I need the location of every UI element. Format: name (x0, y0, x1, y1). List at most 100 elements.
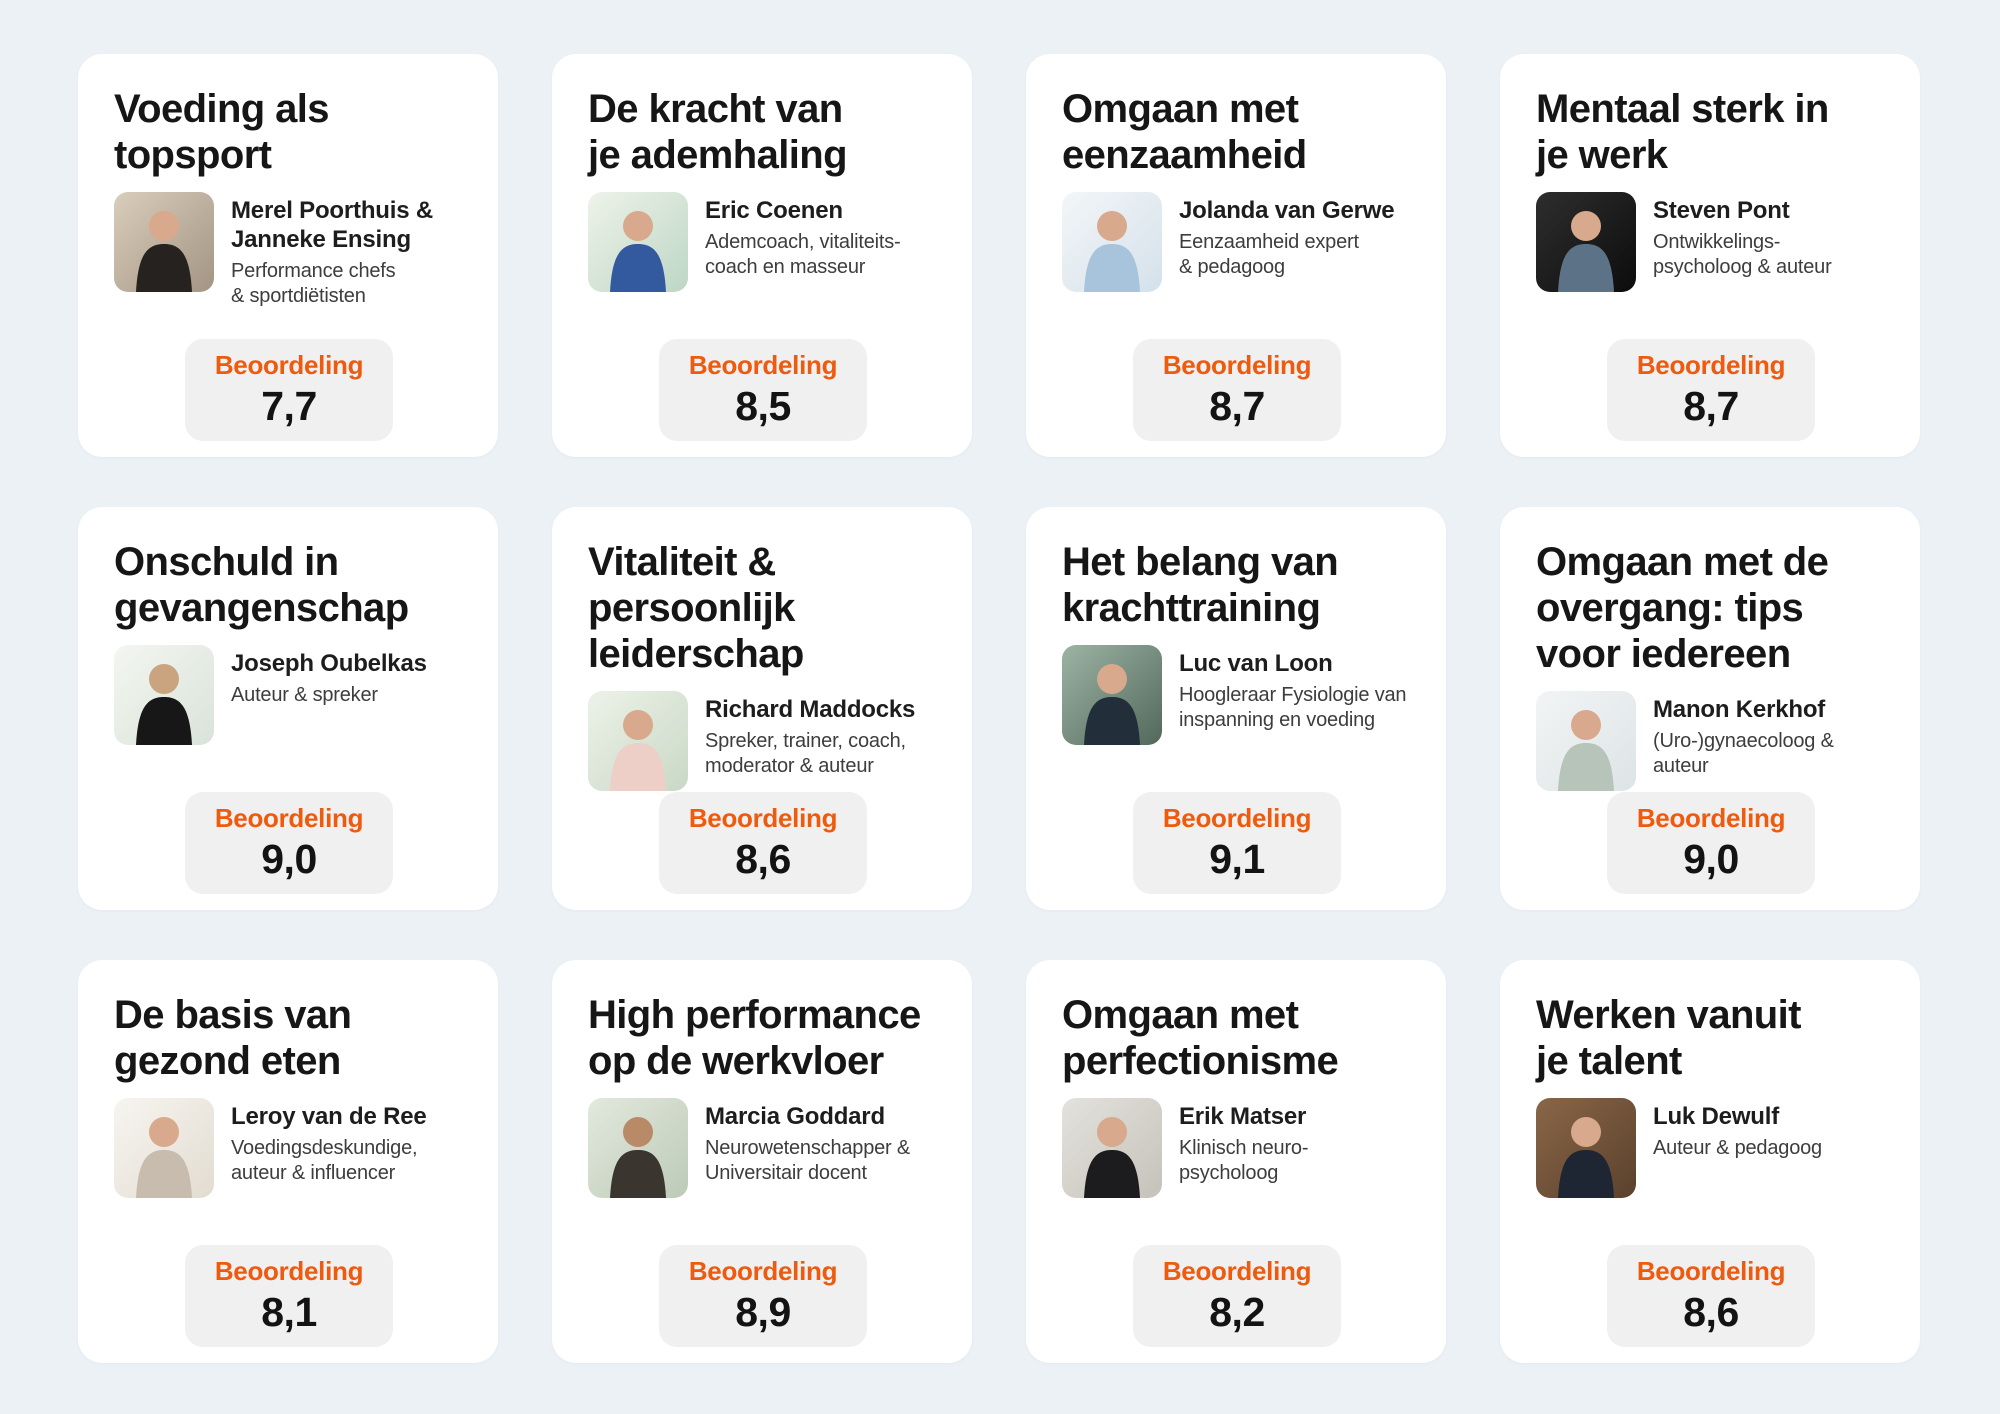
speaker-name: Steven Pont (1653, 197, 1790, 224)
rating-label: Beoordeling (1162, 350, 1312, 380)
masterclass-title: Omgaan met perfectionisme (1062, 993, 1339, 1083)
speaker-name: Eric Coenen (705, 197, 843, 224)
rating-badge: Beoordeling 9,0 (1606, 792, 1816, 894)
rating-value: 8,7 (1209, 383, 1265, 429)
masterclass-title: De basis van gezond eten (114, 993, 352, 1083)
rating-label: Beoordeling (1636, 803, 1786, 833)
rating-badge: Beoordeling 9,1 (1132, 792, 1342, 894)
speaker-role: Ontwikkelings- psycholoog & auteur (1653, 231, 1832, 278)
speaker-photo (588, 192, 688, 292)
speaker-row: Luk Dewulf Auteur & pedagoog (1536, 1098, 1886, 1198)
rating-label: Beoordeling (1636, 1256, 1786, 1286)
speaker-photo (114, 1098, 214, 1198)
rating-badge: Beoordeling 8,5 (658, 339, 868, 441)
rating-value: 9,0 (261, 836, 317, 882)
speaker-row: Luc van Loon Hoogleraar Fysiologie van i… (1062, 645, 1412, 745)
rating-value: 9,0 (1683, 836, 1739, 882)
rating-value: 8,1 (261, 1289, 317, 1335)
speaker-role: Neurowetenschapper & Universitair docent (705, 1137, 911, 1184)
rating-value: 8,2 (1209, 1289, 1265, 1335)
speaker-role: Performance chefs & sportdiëtisten (231, 260, 396, 307)
speaker-name: Merel Poorthuis & Janneke Ensing (231, 197, 433, 253)
speaker-row: Jolanda van Gerwe Eenzaamheid expert & p… (1062, 192, 1412, 292)
speaker-row: Steven Pont Ontwikkelings- psycholoog & … (1536, 192, 1886, 292)
speaker-row: Merel Poorthuis & Janneke Ensing Perform… (114, 192, 464, 309)
masterclass-card-kracht-van-ademhaling[interactable]: De kracht van je ademhaling Eric Coenen … (552, 54, 972, 457)
speaker-name: Richard Maddocks (705, 696, 916, 723)
masterclass-title: De kracht van je ademhaling (588, 87, 848, 177)
rating-value: 8,6 (1683, 1289, 1739, 1335)
rating-label: Beoordeling (214, 350, 364, 380)
rating-label: Beoordeling (214, 803, 364, 833)
speaker-name: Leroy van de Ree (231, 1103, 427, 1130)
rating-badge: Beoordeling 8,6 (1606, 1245, 1816, 1347)
speaker-role: Ademcoach, vitaliteits- coach en masseur (705, 231, 901, 278)
rating-label: Beoordeling (688, 1256, 838, 1286)
masterclass-card-vitaliteit-persoonlijk-leiderschap[interactable]: Vitaliteit & persoonlijk leiderschap Ric… (552, 507, 972, 910)
speaker-photo (588, 1098, 688, 1198)
rating-value: 8,7 (1683, 383, 1739, 429)
rating-label: Beoordeling (688, 350, 838, 380)
speaker-name: Jolanda van Gerwe (1179, 197, 1395, 224)
masterclass-card-belang-van-krachttraining[interactable]: Het belang van krachttraining Luc van Lo… (1026, 507, 1446, 910)
masterclass-card-mentaal-sterk-in-je-werk[interactable]: Mentaal sterk in je werk Steven Pont Ont… (1500, 54, 1920, 457)
speaker-row: Eric Coenen Ademcoach, vitaliteits- coac… (588, 192, 938, 292)
rating-value: 9,1 (1209, 836, 1265, 882)
rating-value: 8,5 (735, 383, 791, 429)
masterclass-title: Omgaan met eenzaamheid (1062, 87, 1307, 177)
rating-badge: Beoordeling 8,6 (658, 792, 868, 894)
rating-label: Beoordeling (1636, 350, 1786, 380)
masterclass-card-basis-van-gezond-eten[interactable]: De basis van gezond eten Leroy van de Re… (78, 960, 498, 1363)
rating-badge: Beoordeling 8,7 (1606, 339, 1816, 441)
masterclass-title: Voeding als topsport (114, 87, 330, 177)
rating-value: 8,6 (735, 836, 791, 882)
speaker-name: Manon Kerkhof (1653, 696, 1826, 723)
speaker-photo (588, 691, 688, 791)
masterclass-card-werken-vanuit-je-talent[interactable]: Werken vanuit je talent Luk Dewulf Auteu… (1500, 960, 1920, 1363)
speaker-row: Marcia Goddard Neurowetenschapper & Univ… (588, 1098, 938, 1198)
masterclass-title: Mentaal sterk in je werk (1536, 87, 1829, 177)
speaker-role: (Uro-)gynaecoloog & auteur (1653, 730, 1834, 777)
masterclass-card-omgaan-met-de-overgang[interactable]: Omgaan met de overgang: tips voor iedere… (1500, 507, 1920, 910)
masterclass-card-onschuld-in-gevangenschap[interactable]: Onschuld in gevangenschap Joseph Oubelka… (78, 507, 498, 910)
speaker-name: Joseph Oubelkas (231, 650, 427, 677)
rating-label: Beoordeling (688, 803, 838, 833)
masterclass-title: Omgaan met de overgang: tips voor iedere… (1536, 540, 1829, 676)
speaker-photo (114, 645, 214, 745)
rating-badge: Beoordeling 8,1 (184, 1245, 394, 1347)
speaker-photo (1062, 1098, 1162, 1198)
speaker-row: Leroy van de Ree Voedingsdeskundige, aut… (114, 1098, 464, 1198)
rating-badge: Beoordeling 9,0 (184, 792, 394, 894)
masterclass-title: Onschuld in gevangenschap (114, 540, 409, 630)
rating-label: Beoordeling (214, 1256, 364, 1286)
speaker-name: Marcia Goddard (705, 1103, 885, 1130)
rating-label: Beoordeling (1162, 803, 1312, 833)
speaker-name: Erik Matser (1179, 1103, 1307, 1130)
speaker-role: Voedingsdeskundige, auteur & influencer (231, 1137, 418, 1184)
speaker-role: Klinisch neuro- psycholoog (1179, 1137, 1309, 1184)
speaker-role: Spreker, trainer, coach, moderator & aut… (705, 730, 906, 777)
masterclass-title: High performance op de werkvloer (588, 993, 921, 1083)
masterclass-title: Werken vanuit je talent (1536, 993, 1801, 1083)
speaker-row: Erik Matser Klinisch neuro- psycholoog (1062, 1098, 1412, 1198)
speaker-role: Auteur & spreker (231, 684, 378, 706)
masterclass-card-omgaan-met-perfectionisme[interactable]: Omgaan met perfectionisme Erik Matser Kl… (1026, 960, 1446, 1363)
speaker-name: Luc van Loon (1179, 650, 1333, 677)
speaker-role: Hoogleraar Fysiologie van inspanning en … (1179, 684, 1407, 731)
speaker-name: Luk Dewulf (1653, 1103, 1780, 1130)
rating-badge: Beoordeling 8,9 (658, 1245, 868, 1347)
masterclass-card-high-performance-werkvloer[interactable]: High performance op de werkvloer Marcia … (552, 960, 972, 1363)
speaker-photo (1536, 691, 1636, 791)
speaker-photo (1062, 192, 1162, 292)
masterclass-title: Vitaliteit & persoonlijk leiderschap (588, 540, 804, 676)
rating-value: 8,9 (735, 1289, 791, 1335)
speaker-row: Joseph Oubelkas Auteur & spreker (114, 645, 464, 745)
rating-badge: Beoordeling 7,7 (184, 339, 394, 441)
speaker-photo (1062, 645, 1162, 745)
masterclass-card-voeding-als-topsport[interactable]: Voeding als topsport Merel Poorthuis & J… (78, 54, 498, 457)
masterclass-card-omgaan-met-eenzaamheid[interactable]: Omgaan met eenzaamheid Jolanda van Gerwe… (1026, 54, 1446, 457)
masterclass-title: Het belang van krachttraining (1062, 540, 1339, 630)
rating-badge: Beoordeling 8,7 (1132, 339, 1342, 441)
speaker-row: Manon Kerkhof (Uro-)gynaecoloog & auteur (1536, 691, 1886, 791)
